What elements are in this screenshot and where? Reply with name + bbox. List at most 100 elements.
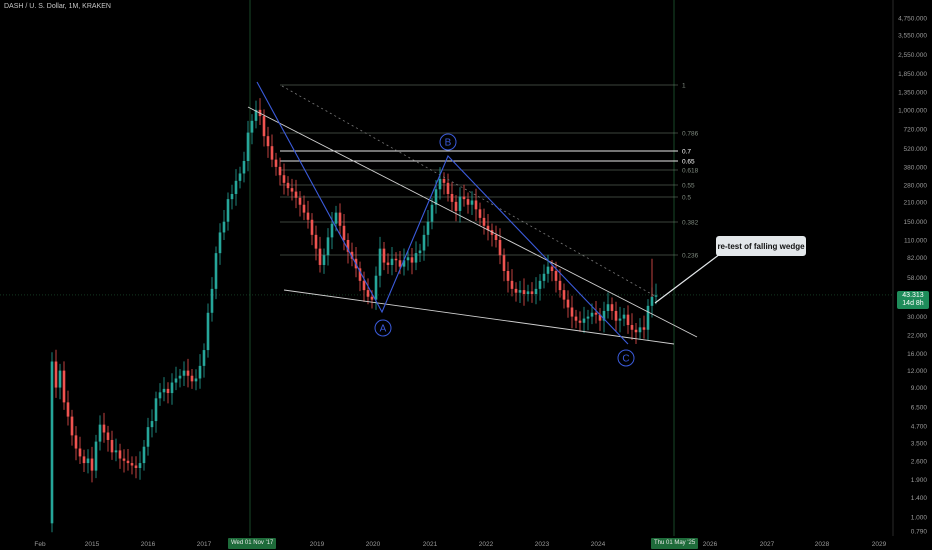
fib-level-label: 0.65 <box>682 159 695 166</box>
fib-level-label: 0.618 <box>682 168 699 175</box>
x-tick-label: 2024 <box>591 541 606 548</box>
y-tick-label: 3,550.000 <box>898 33 927 40</box>
candle <box>314 225 318 261</box>
x-axis[interactable]: Feb 2015 2016 2017 2019 2020 2021 2022 2023 2024 2… <box>34 541 886 548</box>
wave-label-b[interactable]: B <box>439 133 457 151</box>
candle <box>502 248 506 282</box>
y-axis[interactable]: 4,750.000 3,550.000 2,550.000 1,850.000 1,35… <box>892 0 928 536</box>
candle <box>114 438 118 462</box>
candle <box>610 297 614 320</box>
y-tick-label: 1,850.000 <box>898 71 927 78</box>
y-tick-label: 1.900 <box>911 477 928 484</box>
candle <box>94 434 98 479</box>
candle <box>498 228 502 265</box>
wave-label-c[interactable]: C <box>617 349 635 367</box>
candle <box>150 409 154 438</box>
candle <box>298 191 302 217</box>
x-tick-label: Feb <box>34 541 46 548</box>
candle <box>522 278 526 306</box>
y-tick-label: 1.000 <box>911 515 928 522</box>
candle <box>642 315 646 339</box>
candle <box>598 307 602 331</box>
grid-lines <box>0 0 893 536</box>
candle <box>158 383 162 406</box>
y-tick-label: 22.000 <box>907 332 927 339</box>
candle <box>174 366 178 391</box>
candle <box>578 311 582 332</box>
bar-countdown: 14d 8h <box>902 300 924 307</box>
candle <box>226 192 230 231</box>
candle <box>126 449 130 471</box>
candle <box>358 261 362 292</box>
candle <box>246 120 250 172</box>
y-tick-label: 150.000 <box>904 219 928 226</box>
candle <box>550 259 554 282</box>
candle <box>130 456 134 475</box>
fib-level-label: 0.55 <box>682 183 695 190</box>
dashed-trend-line[interactable] <box>281 85 656 297</box>
candle <box>166 382 170 404</box>
wedge-lower-line[interactable] <box>283 289 675 345</box>
candle <box>350 242 354 267</box>
candle <box>330 211 334 250</box>
y-tick-label: 16.000 <box>907 351 927 358</box>
annotation-callout[interactable]: re-test of falling wedge <box>716 236 806 256</box>
candle <box>230 184 234 210</box>
wave-label-a[interactable]: A <box>374 319 392 337</box>
x-tick-label: 2020 <box>366 541 381 548</box>
crosshair-date-right: Thu 01 May '25 <box>651 538 699 549</box>
y-tick-label: 0.790 <box>911 529 928 536</box>
candle <box>562 283 566 309</box>
candle <box>170 373 174 405</box>
x-tick-label: 2029 <box>872 541 887 548</box>
candle <box>118 443 122 469</box>
candle <box>162 377 166 402</box>
candle <box>626 305 630 334</box>
candle <box>570 295 574 329</box>
candle <box>526 284 530 302</box>
candle <box>194 369 198 391</box>
candle <box>646 299 650 341</box>
candle <box>198 354 202 389</box>
candle <box>286 176 290 196</box>
candle <box>50 352 54 533</box>
candle <box>530 282 534 303</box>
candle <box>382 241 386 271</box>
candle <box>394 252 398 272</box>
abc-wave-path[interactable] <box>256 81 629 345</box>
y-tick-label: 82.000 <box>907 255 927 262</box>
candle <box>274 152 278 176</box>
candle <box>90 446 94 483</box>
candle <box>446 173 450 202</box>
y-tick-label: 720.000 <box>904 127 928 134</box>
candle <box>586 309 590 331</box>
wedge-upper-line[interactable] <box>247 106 698 338</box>
candle <box>338 203 342 235</box>
y-tick-label: 1.400 <box>911 495 928 502</box>
candle <box>222 209 226 240</box>
candle <box>630 313 634 341</box>
candle <box>210 277 214 322</box>
y-tick-label: 520.000 <box>904 146 928 153</box>
x-tick-label: 2019 <box>310 541 325 548</box>
y-tick-label: 12.000 <box>907 368 927 375</box>
drawings[interactable]: A B C <box>247 81 721 367</box>
candle <box>614 301 618 331</box>
candle <box>266 126 270 158</box>
candle <box>622 307 626 327</box>
candle <box>178 369 182 388</box>
candle <box>438 167 442 200</box>
candle <box>78 436 82 464</box>
candle <box>422 225 426 261</box>
candle <box>342 214 346 251</box>
x-tick-label: 2023 <box>535 541 550 548</box>
candle <box>542 264 546 289</box>
candle <box>518 280 522 303</box>
symbol-header: DASH / U. S. Dollar, 1M, KRAKEN <box>4 3 111 10</box>
candle <box>122 449 126 473</box>
y-tick-label: 3.500 <box>911 441 928 448</box>
wave-label-text: B <box>445 138 452 149</box>
candle <box>186 358 190 388</box>
candle <box>282 163 286 195</box>
